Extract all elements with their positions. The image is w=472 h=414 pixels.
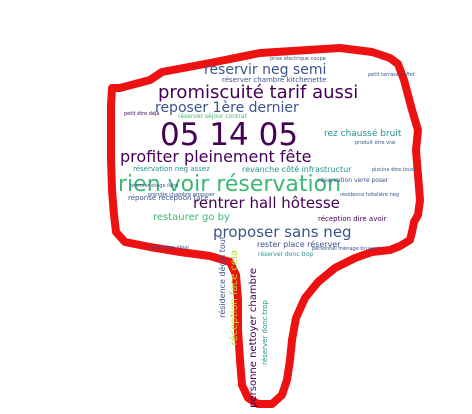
word: réservation verre poser [318,177,389,184]
word: réserver séjour contrat [178,113,247,120]
word-vertical: réception face cela [229,250,240,346]
word: pieds être idéal [150,245,189,251]
word-vertical: réserver donc trop [261,300,269,365]
word: réservation neg assez [133,165,210,173]
word: revanche côté infrastructur [242,165,352,174]
word: petit être déjà [124,111,160,117]
word: prise électrique coupe [270,56,326,62]
word: petit terrasse effet [368,72,415,78]
word-vertical: résidence décin tout [218,236,227,318]
word: 05 14 05 [160,117,299,153]
thumbs-down-outline [107,44,424,408]
word: réserver chambre kitchenette [222,76,327,84]
word: personnel ménage bruyant [312,246,380,252]
word: réserver donc trop [258,251,314,258]
word: rester place réserver [257,240,341,249]
word: proposer sans neg [213,223,352,241]
word: restaurer go by [153,212,230,223]
word: reservir neg semi [204,62,327,78]
word: résidence hôtelière neg [340,192,399,198]
word: produit être vrai [355,140,396,146]
word: rien voir réservation [118,172,342,197]
word: promiscuité tarif aussi [158,82,359,103]
word-vertical: personne nettoyer chambre [248,268,259,408]
word: reposer 1ère dernier [155,100,299,116]
word: rez chaussé bruit [324,129,402,139]
word: piscine être touse [372,167,417,173]
word: réception dire avoir [318,215,387,223]
word: premier étage faire [130,183,179,189]
word: réponse réception face [128,194,209,202]
word: prendre chambre proposer [148,192,215,198]
word: rentrer hall hôtesse [193,194,340,212]
word: profiter pleinement fête [120,147,312,166]
